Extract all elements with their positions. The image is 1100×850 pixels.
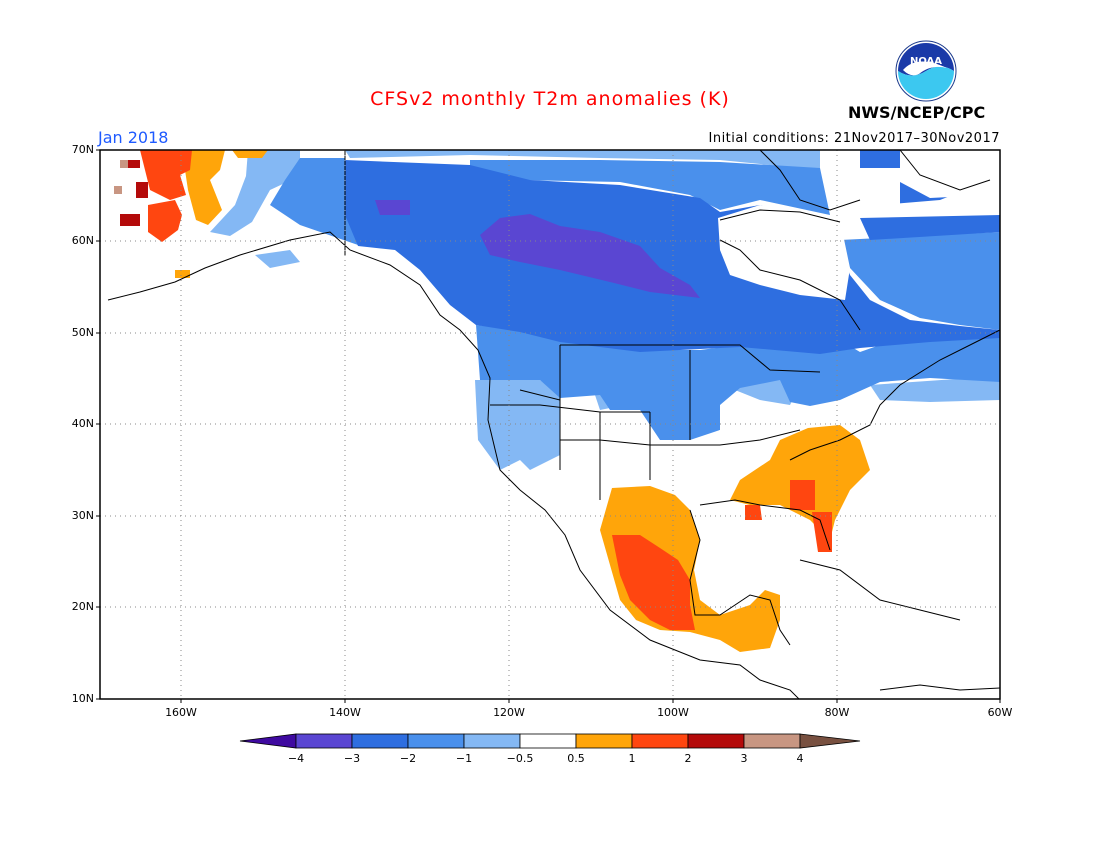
- lon-label: 100W: [657, 706, 689, 719]
- graticule: [100, 150, 1000, 699]
- colorbar-label: 1: [628, 752, 636, 765]
- lon-label: 60W: [987, 706, 1013, 719]
- lat-label: 20N: [71, 600, 94, 613]
- colorbar-label: −4: [287, 752, 305, 765]
- map-frame: [99, 149, 1001, 700]
- anomaly-region-minus-3: [375, 200, 700, 298]
- lat-label: 10N: [71, 692, 94, 705]
- map-title: CFSv2 monthly T2m anomalies (K): [370, 88, 730, 110]
- lat-label: 40N: [71, 417, 94, 430]
- initial-conditions: Initial conditions: 21Nov2017–30Nov2017: [708, 131, 1000, 146]
- colorbar-label: 4: [796, 752, 804, 765]
- coastlines: [107, 150, 1000, 699]
- colorbar-label: 2: [684, 752, 692, 765]
- colorbar-label: −0.5: [506, 752, 534, 765]
- forecast-month: Jan 2018: [98, 128, 169, 147]
- colorbar: [239, 733, 861, 749]
- colorbar-label: −2: [399, 752, 417, 765]
- colorbar-label: 3: [740, 752, 748, 765]
- anomaly-region-plus-3: [114, 160, 128, 194]
- anomaly-region-plus-2: [120, 160, 148, 226]
- lat-label: 30N: [71, 509, 94, 522]
- colorbar-label: −3: [343, 752, 361, 765]
- agency-label: NWS/NCEP/CPC: [848, 103, 986, 122]
- lon-label: 80W: [824, 706, 850, 719]
- lon-label: 140W: [329, 706, 361, 719]
- lon-label: 160W: [165, 706, 197, 719]
- noaa-logo: NOAA: [895, 40, 957, 102]
- noaa-logo-text: NOAA: [910, 56, 942, 67]
- colorbar-label: 0.5: [567, 752, 585, 765]
- lat-label: 70N: [71, 143, 94, 156]
- lon-label: 120W: [493, 706, 525, 719]
- lat-label: 60N: [71, 234, 94, 247]
- colorbar-label: −1: [455, 752, 473, 765]
- anomaly-region-minus-1: [270, 158, 1000, 440]
- anomaly-region-near-zero: [560, 150, 1000, 495]
- lat-label: 50N: [71, 326, 94, 339]
